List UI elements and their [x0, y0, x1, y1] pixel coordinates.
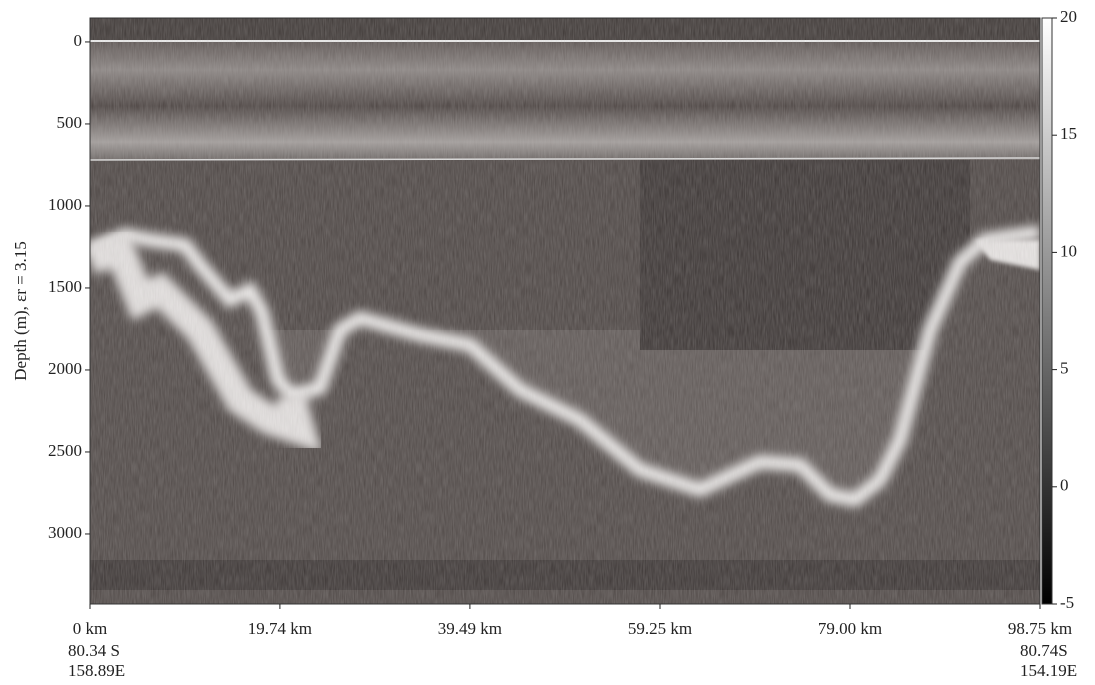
radar-image — [90, 18, 1040, 604]
start-location: 80.34 S — [68, 641, 120, 660]
colorbar-tick-label: -5 — [1060, 593, 1074, 612]
x-tick-label: 39.49 km — [438, 619, 502, 638]
y-tick-label: 3000 — [48, 523, 82, 542]
x-tick-label: 19.74 km — [248, 619, 312, 638]
colorbar-tick-label: 15 — [1060, 124, 1077, 143]
y-tick-label: 1500 — [48, 277, 82, 296]
y-tick-label: 500 — [57, 113, 83, 132]
y-tick-label: 2000 — [48, 359, 82, 378]
x-tick-label: 98.75 km — [1008, 619, 1072, 638]
end-location: 154.19E — [1020, 661, 1077, 680]
y-tick-label: 1000 — [48, 195, 82, 214]
colorbar — [1041, 17, 1053, 605]
colorbar-tick-label: 20 — [1060, 7, 1077, 26]
y-tick-label: 2500 — [48, 441, 82, 460]
end-location: 80.74S — [1020, 641, 1068, 660]
y-axis-label: Depth (m), εr = 3.15 — [11, 241, 30, 380]
x-tick-label: 0 km — [73, 619, 107, 638]
plot-frame — [89, 17, 1041, 605]
x-tick-label: 79.00 km — [818, 619, 882, 638]
start-location: 158.89E — [68, 661, 125, 680]
x-tick-label: 59.25 km — [628, 619, 692, 638]
y-tick-label: 0 — [74, 31, 83, 50]
colorbar-tick-label: 0 — [1060, 476, 1069, 495]
colorbar-tick-label: 10 — [1060, 241, 1077, 260]
colorbar-tick-label: 5 — [1060, 359, 1069, 378]
